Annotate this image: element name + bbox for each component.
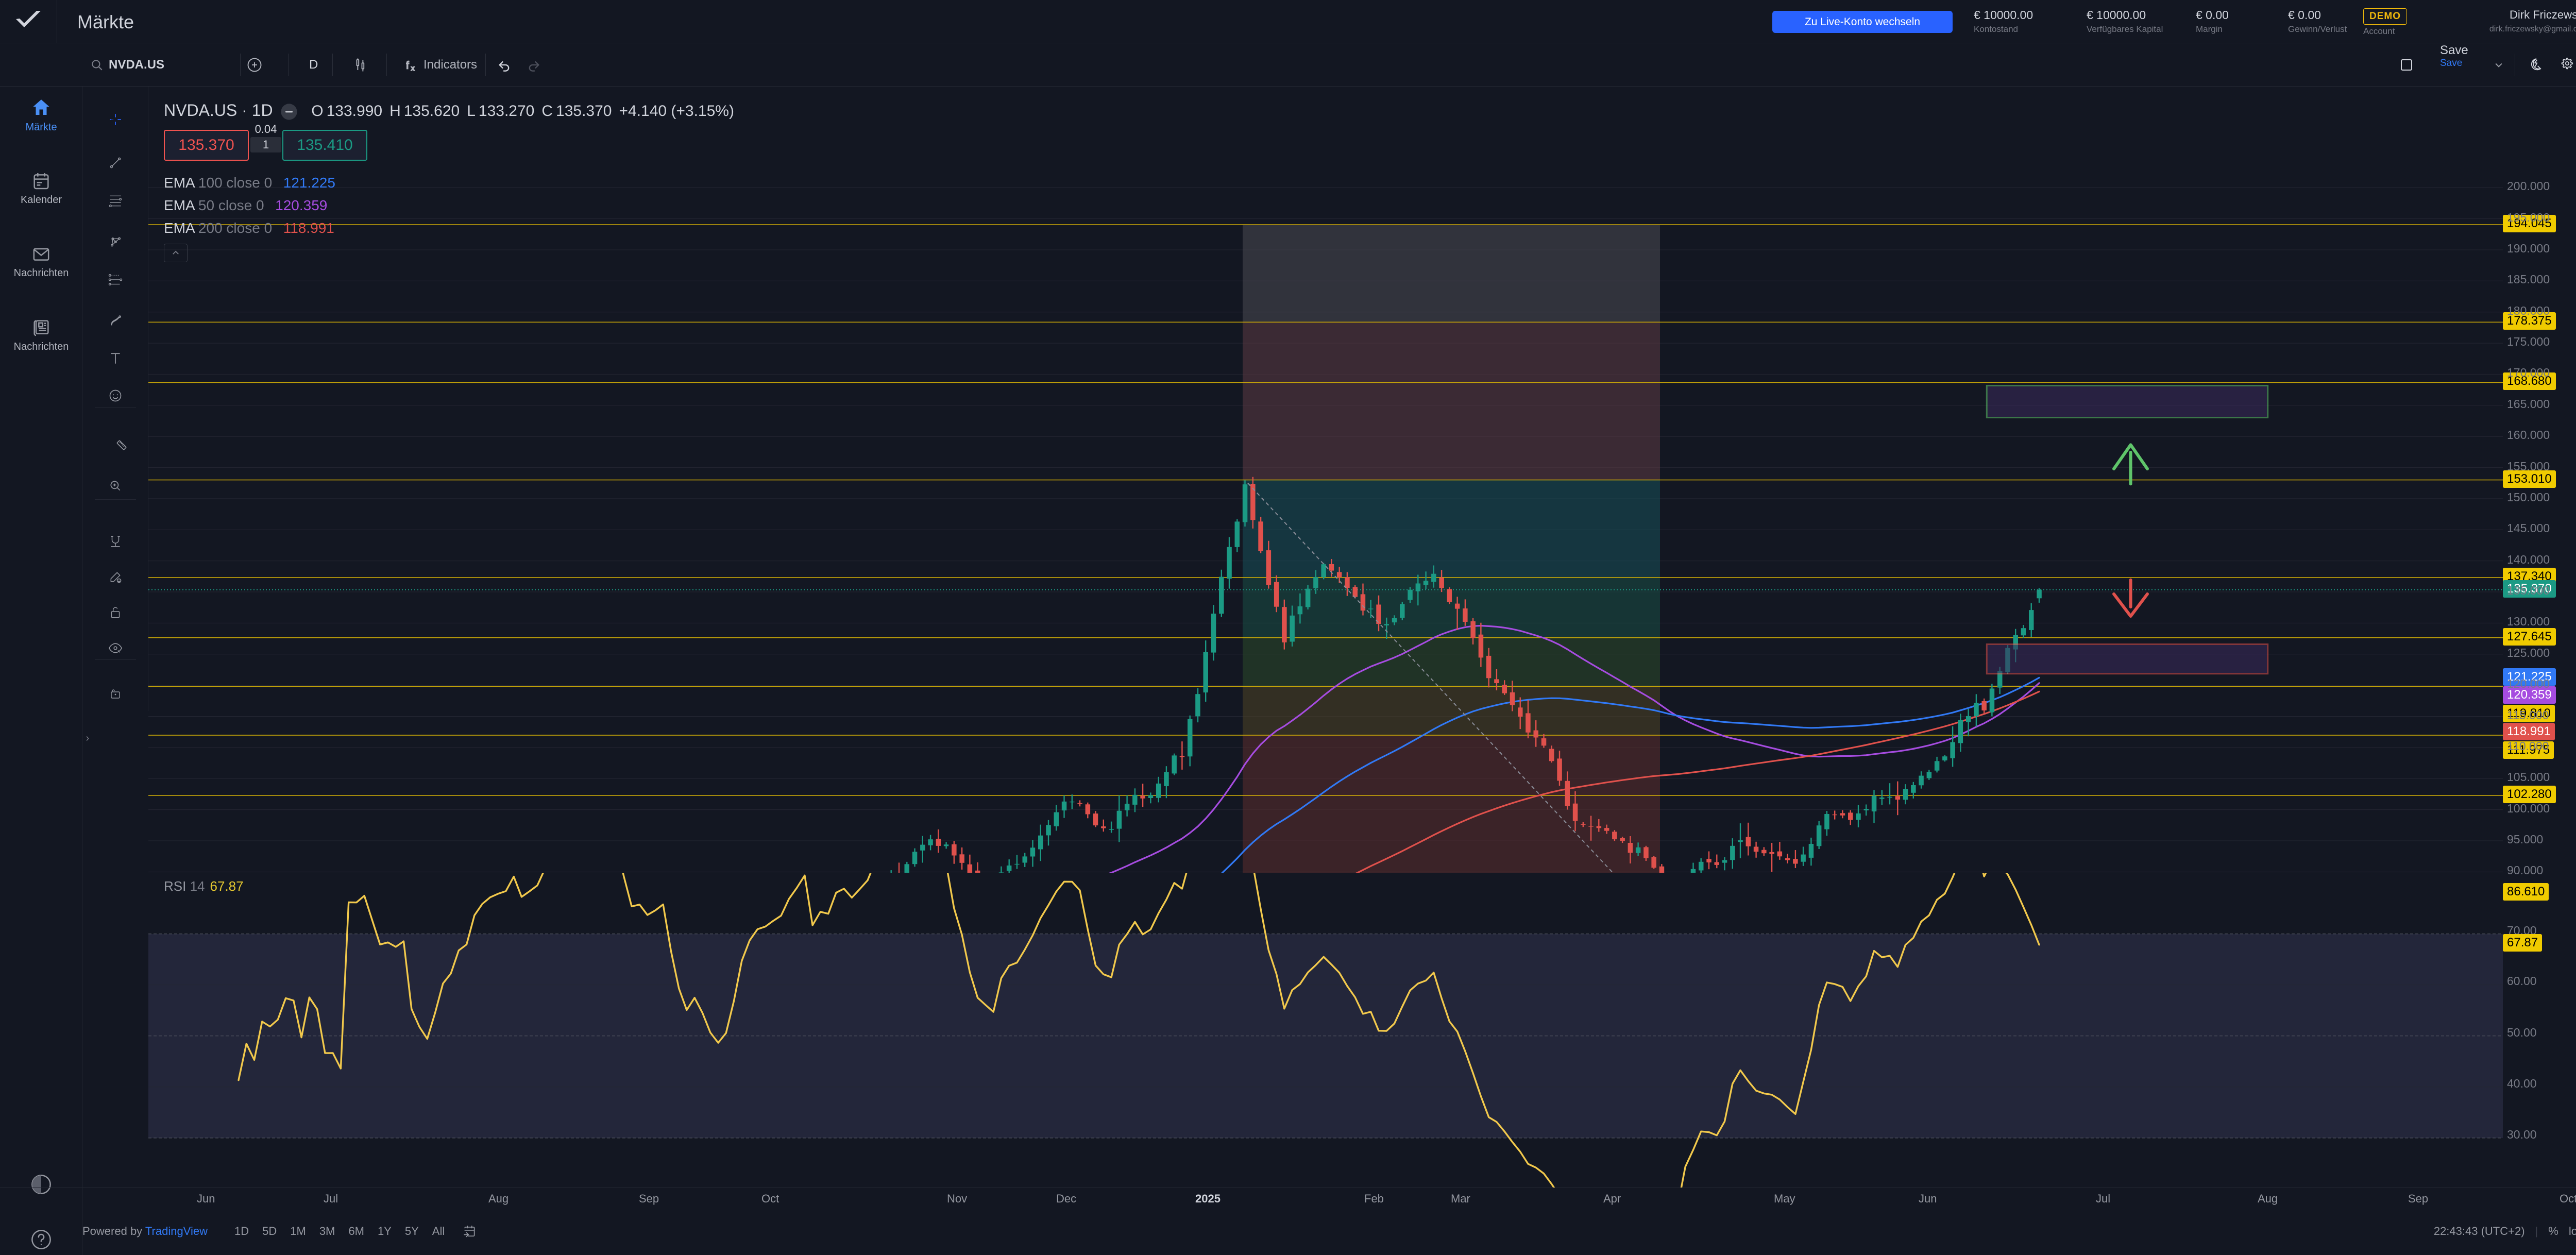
- svg-text:x: x: [411, 64, 415, 72]
- svg-text:f: f: [406, 60, 409, 72]
